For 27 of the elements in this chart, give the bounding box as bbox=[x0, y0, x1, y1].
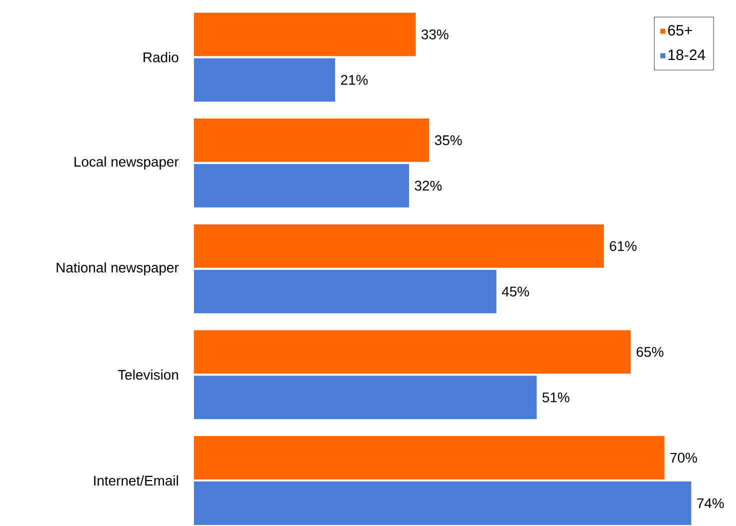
bar bbox=[194, 436, 664, 480]
bar bbox=[194, 270, 496, 314]
y-tick-label: Internet/Email bbox=[94, 475, 178, 486]
bar bbox=[194, 482, 692, 525]
y-tick-label: Television bbox=[118, 370, 178, 380]
y-tick-label: National newspaper bbox=[56, 262, 179, 276]
bar bbox=[194, 12, 416, 56]
data-label: 65% bbox=[636, 346, 664, 357]
bar bbox=[194, 224, 604, 268]
bar bbox=[194, 58, 336, 102]
data-label: 35% bbox=[434, 135, 462, 146]
data-label: 61% bbox=[610, 241, 637, 252]
data-label: 70% bbox=[670, 452, 697, 463]
data-label: 74% bbox=[697, 498, 724, 508]
bar bbox=[194, 376, 537, 420]
legend-label: 18-24 bbox=[668, 50, 706, 60]
y-tick-label: Local newspaper bbox=[74, 156, 179, 170]
bar bbox=[194, 164, 410, 208]
bar bbox=[194, 118, 430, 162]
data-label: 51% bbox=[542, 392, 570, 402]
y-tick-label: Radio bbox=[144, 52, 178, 62]
legend-label: 65+ bbox=[668, 25, 692, 36]
data-label: 21% bbox=[341, 74, 368, 85]
data-label: 33% bbox=[421, 29, 448, 40]
bar bbox=[194, 330, 631, 374]
data-label: 32% bbox=[414, 180, 442, 191]
data-label: 45% bbox=[502, 286, 530, 296]
